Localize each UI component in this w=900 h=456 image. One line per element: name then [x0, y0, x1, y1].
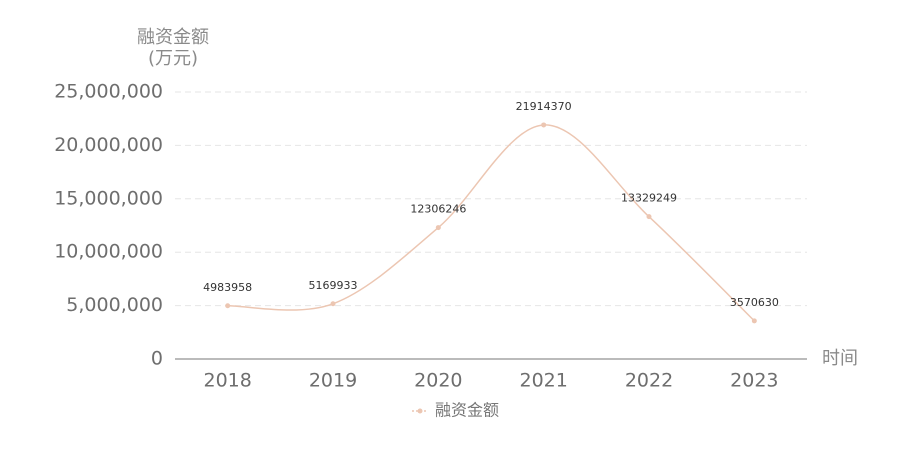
legend-swatch	[417, 408, 423, 414]
y-tick-label: 0	[151, 348, 163, 370]
y-tick-label: 15,000,000	[54, 187, 163, 209]
data-label: 13329249	[621, 192, 677, 205]
data-label: 5169933	[309, 279, 358, 292]
legend-label: 融资金额	[435, 401, 499, 420]
data-label: 4983958	[203, 281, 252, 294]
x-tick-label: 2018	[203, 370, 251, 392]
y-tick-label: 5,000,000	[66, 294, 163, 316]
data-point	[435, 225, 441, 231]
x-axis-title: 时间	[822, 348, 858, 369]
y-axis-title: 融资金额	[137, 27, 209, 48]
x-tick-label: 2021	[519, 370, 567, 392]
y-axis-title: (万元)	[148, 48, 198, 69]
x-tick-label: 2023	[730, 370, 778, 392]
data-point	[330, 301, 336, 307]
y-tick-label: 25,000,000	[54, 81, 163, 103]
data-point	[751, 318, 757, 324]
data-label: 3570630	[730, 296, 779, 309]
data-point	[541, 122, 547, 128]
data-point	[225, 303, 231, 309]
data-label: 12306246	[410, 203, 466, 216]
y-tick-label: 10,000,000	[54, 241, 163, 263]
data-label: 21914370	[516, 100, 572, 113]
x-tick-label: 2020	[414, 370, 462, 392]
y-tick-label: 20,000,000	[54, 134, 163, 156]
x-tick-label: 2019	[309, 370, 357, 392]
x-tick-label: 2022	[625, 370, 673, 392]
series-line	[227, 124, 755, 322]
data-point	[646, 214, 652, 220]
